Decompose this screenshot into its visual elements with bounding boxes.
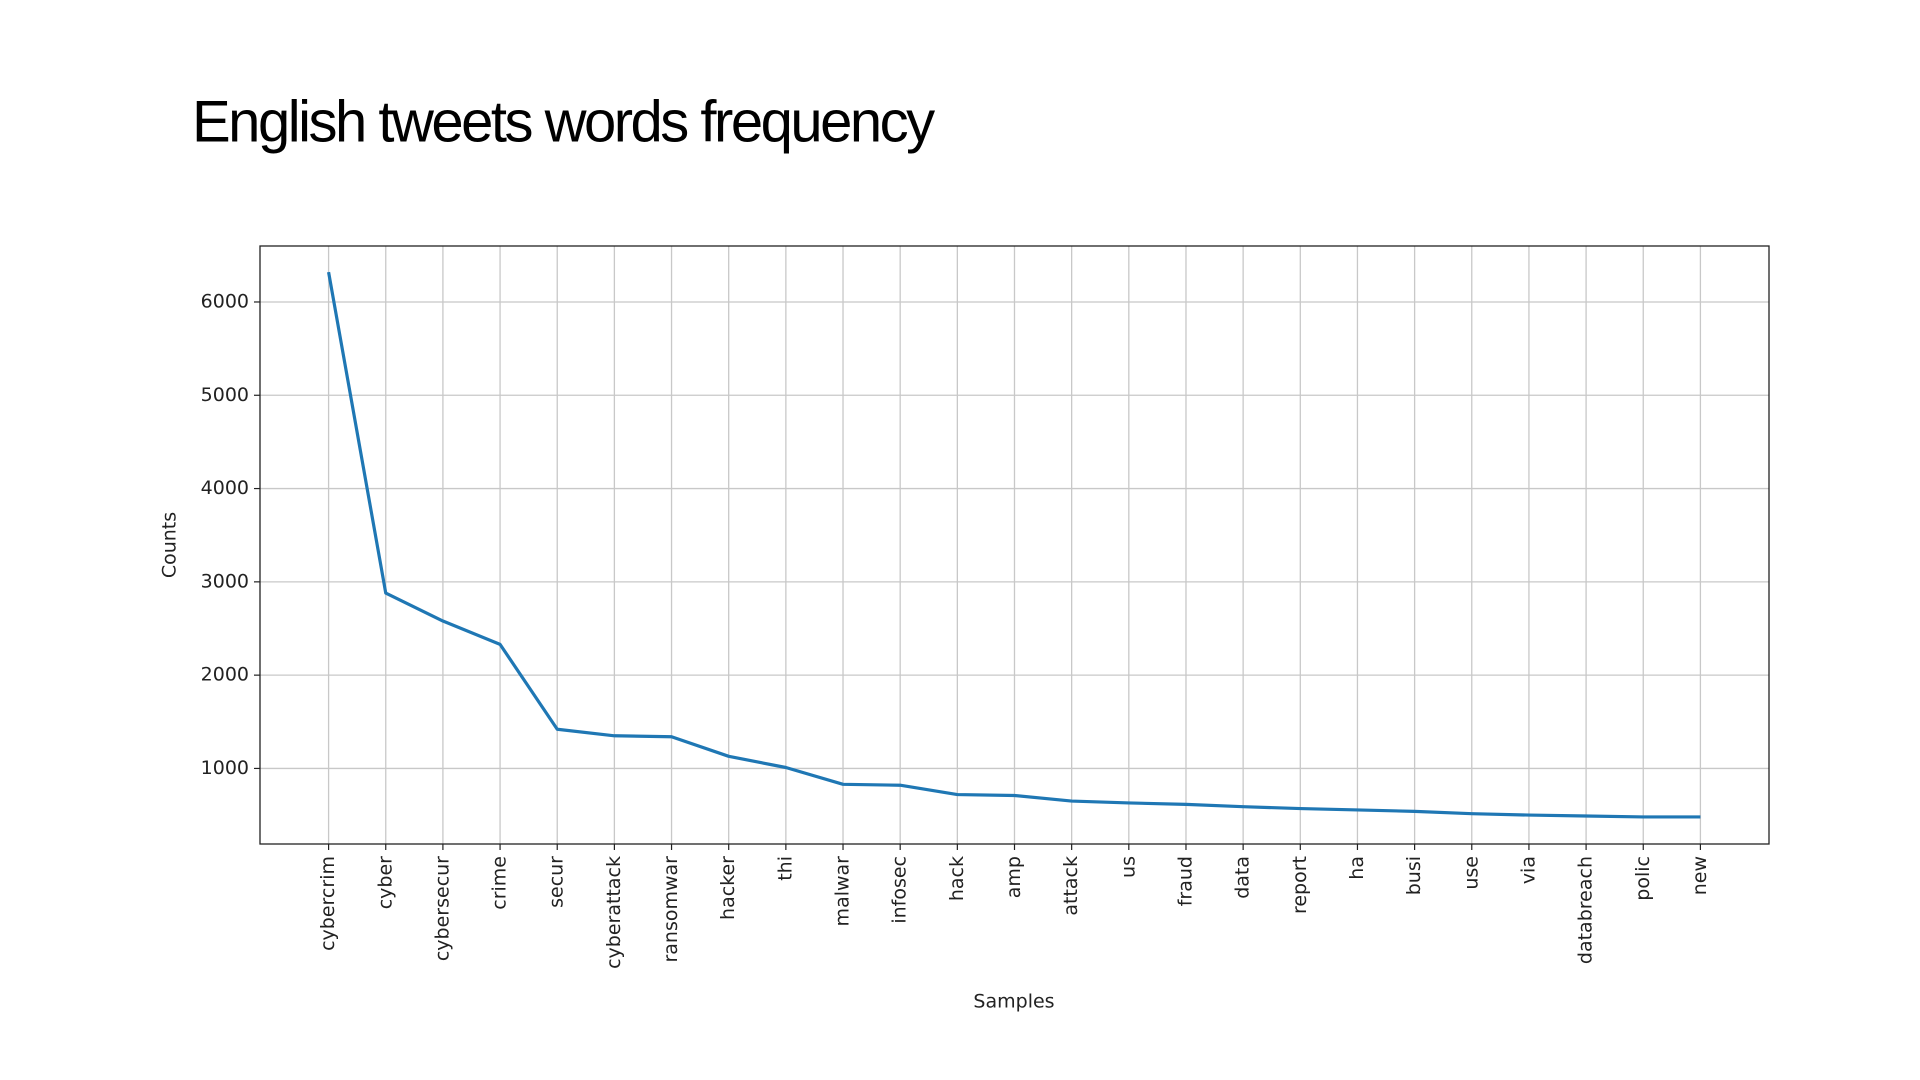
x-tick-label: thi	[774, 856, 796, 881]
x-tick-label: ransomwar	[660, 856, 682, 963]
y-tick-label: 1000	[201, 757, 249, 779]
y-tick-label: 4000	[201, 477, 249, 499]
y-tick-label: 6000	[201, 290, 249, 312]
x-tick-label: busi	[1403, 856, 1425, 895]
y-tick-label: 2000	[201, 664, 249, 686]
plot-frame	[259, 245, 1770, 845]
x-tick-label: use	[1460, 856, 1482, 890]
x-tick-label: cyber	[374, 856, 396, 909]
x-tick-label: cyberattack	[603, 856, 625, 969]
x-tick-label: data	[1232, 856, 1254, 899]
x-tick-label: cybersecur	[431, 856, 453, 961]
y-tick-label: 5000	[201, 384, 249, 406]
x-tick-label: via	[1517, 856, 1539, 884]
x-tick-label: secur	[546, 856, 568, 908]
x-tick-label: new	[1689, 856, 1711, 895]
x-tick-label: amp	[1003, 856, 1025, 898]
x-axis-label: Samples	[973, 991, 1054, 1013]
x-tick-label: malwar	[832, 856, 854, 927]
title: English tweets words frequency	[192, 89, 935, 154]
x-tick-label: infosec	[889, 856, 911, 924]
x-tick-label: attack	[1060, 856, 1082, 916]
y-tick-label: 3000	[201, 570, 249, 592]
x-tick-label: us	[1117, 856, 1139, 878]
x-tick-label: crime	[489, 856, 511, 910]
x-tick-label: polic	[1632, 856, 1654, 901]
y-axis-label: Counts	[159, 512, 181, 578]
x-tick-label: hack	[946, 856, 968, 901]
x-tick-label: report	[1289, 856, 1311, 914]
x-tick-label: hacker	[717, 856, 739, 920]
x-tick-label: cybercrim	[317, 856, 339, 951]
x-tick-label: fraud	[1174, 856, 1196, 906]
x-tick-label: ha	[1346, 856, 1368, 880]
line	[327, 271, 1701, 819]
x-tick-label: databreach	[1575, 856, 1597, 964]
